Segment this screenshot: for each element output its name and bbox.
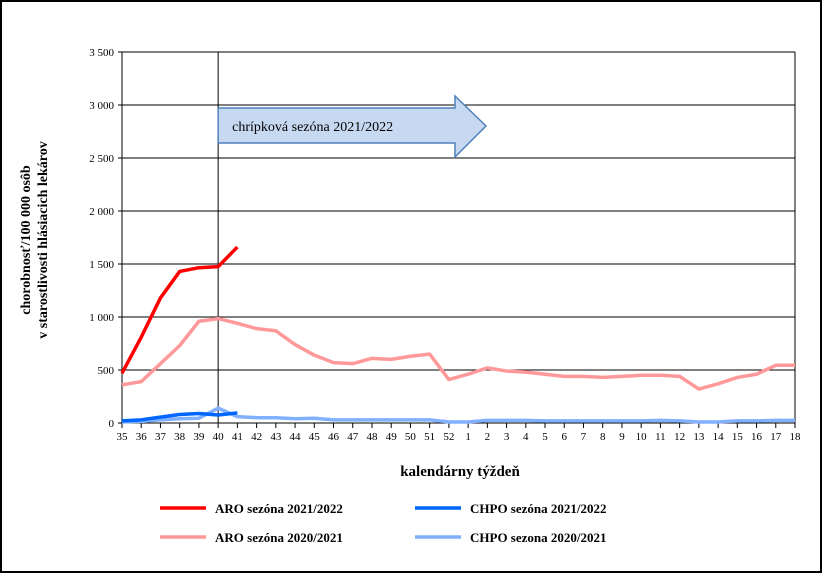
- x-tick-label: 40: [213, 431, 225, 443]
- x-axis-title: kalendárny týždeň: [400, 464, 520, 480]
- y-tick-label: 500: [98, 365, 115, 377]
- x-tick-label: 49: [386, 431, 398, 443]
- x-tick-label: 51: [424, 431, 435, 443]
- x-tick-label: 9: [619, 431, 625, 443]
- x-tick-label: 37: [155, 431, 167, 443]
- x-tick-label: 48: [366, 431, 378, 443]
- x-tick-label: 12: [674, 431, 685, 443]
- x-tick-label: 42: [251, 431, 262, 443]
- x-tick-label: 41: [232, 431, 243, 443]
- legend-label: ARO sezóna 2021/2022: [215, 501, 343, 516]
- x-tick-label: 8: [600, 431, 606, 443]
- x-tick-label: 5: [542, 431, 548, 443]
- y-tick-label: 3 500: [89, 47, 114, 59]
- y-tick-label: 1 500: [89, 259, 114, 271]
- x-tick-label: 6: [562, 431, 568, 443]
- season-arrow-label: chrípková sezóna 2021/2022: [232, 120, 393, 135]
- x-tick-label: 17: [770, 431, 782, 443]
- x-tick-label: 11: [655, 431, 666, 443]
- y-axis-title-line2: v starostlivosti hlásiacich lekárov: [36, 141, 51, 338]
- x-tick-label: 10: [636, 431, 648, 443]
- x-tick-label: 7: [581, 431, 587, 443]
- x-tick-label: 50: [405, 431, 417, 443]
- x-tick-label: 35: [117, 431, 129, 443]
- x-tick-label: 13: [693, 431, 705, 443]
- x-tick-label: 16: [751, 431, 763, 443]
- x-tick-label: 38: [174, 431, 186, 443]
- y-tick-label: 2 000: [89, 206, 114, 218]
- x-tick-label: 3: [504, 431, 510, 443]
- y-tick-label: 0: [109, 418, 115, 430]
- x-tick-label: 44: [290, 431, 302, 443]
- x-tick-label: 43: [270, 431, 282, 443]
- x-tick-label: 2: [485, 431, 491, 443]
- x-tick-label: 39: [193, 431, 205, 443]
- x-tick-label: 1: [465, 431, 471, 443]
- x-tick-label: 15: [732, 431, 744, 443]
- y-tick-label: 3 000: [89, 100, 114, 112]
- x-tick-label: 36: [136, 431, 148, 443]
- legend-label: CHPO sezóna 2021/2022: [470, 501, 607, 516]
- y-tick-label: 1 000: [89, 312, 114, 324]
- legend-label: CHPO sezona 2020/2021: [470, 530, 607, 545]
- x-tick-label: 45: [309, 431, 321, 443]
- x-tick-label: 14: [713, 431, 725, 443]
- x-tick-label: 46: [328, 431, 340, 443]
- y-axis-title-line1: chorobnosť/100 000 osôb: [19, 165, 34, 315]
- x-tick-label: 18: [790, 431, 802, 443]
- x-tick-label: 52: [443, 431, 454, 443]
- x-tick-label: 4: [523, 431, 529, 443]
- x-tick-label: 47: [347, 431, 359, 443]
- y-tick-label: 2 500: [89, 153, 114, 165]
- legend-label: ARO sezóna 2020/2021: [215, 530, 343, 545]
